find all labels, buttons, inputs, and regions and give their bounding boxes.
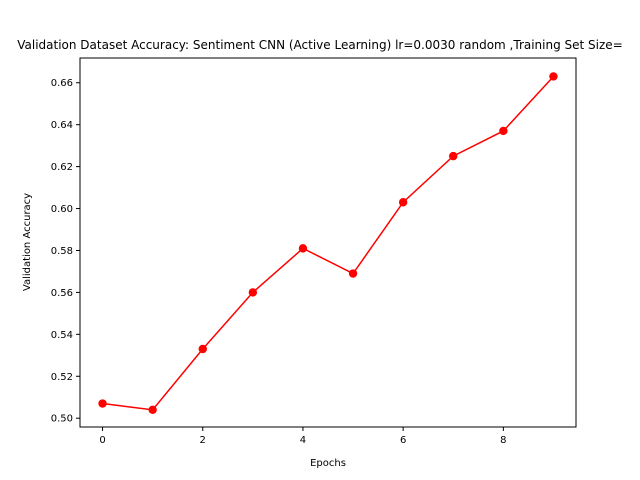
data-point: [248, 288, 258, 297]
plot-frame: [79, 57, 577, 428]
data-point: [398, 198, 408, 207]
chart-title: Validation Dataset Accuracy: Sentiment C…: [17, 38, 623, 52]
y-tick-label: 0.52: [51, 372, 73, 383]
data-point: [348, 269, 358, 278]
data-point: [499, 126, 508, 136]
data-point: [148, 405, 157, 415]
y-tick-label: 0.50: [51, 414, 73, 425]
x-tick-label: 8: [500, 435, 506, 446]
ticks-layer: 0 2 4 6 8 0.50 0.52 0.54 0.56 0.58 0.60 0.62 0.64 0.6…: [51, 78, 507, 446]
x-tick-label: 0: [99, 435, 105, 446]
y-tick-label: 0.60: [51, 204, 73, 215]
data-point: [449, 151, 458, 161]
y-tick-label: 0.56: [51, 288, 73, 299]
y-tick-label: 0.66: [51, 78, 73, 89]
y-tick-label: 0.62: [51, 162, 73, 173]
data-point: [98, 399, 107, 408]
y-tick-label: 0.58: [51, 246, 73, 257]
x-tick-label: 4: [300, 435, 306, 446]
x-tick-label: 2: [200, 435, 206, 446]
series-layer: [98, 72, 558, 415]
data-point: [198, 344, 207, 354]
data-point: [549, 72, 558, 81]
x-tick-label: 6: [400, 435, 406, 446]
y-tick-label: 0.54: [51, 330, 73, 341]
y-axis-label: Validation Accuracy: [22, 193, 33, 291]
series-line: [102, 75, 555, 411]
data-point: [298, 244, 308, 253]
x-axis-label: Epochs: [310, 458, 346, 469]
y-tick-label: 0.64: [51, 120, 73, 131]
